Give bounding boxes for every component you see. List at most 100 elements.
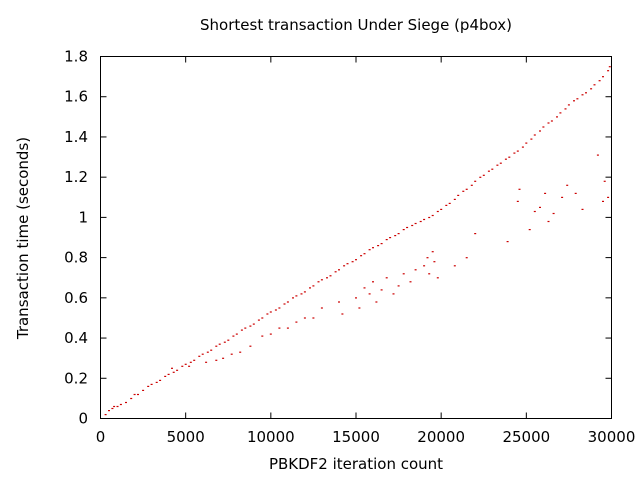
data-point — [125, 401, 127, 404]
data-point — [113, 405, 116, 408]
data-point — [360, 255, 363, 257]
axis-ticks: 0 5000 10000 15000 20000 25000 30000 0 0.2 0.4 0.6… — [64, 48, 635, 447]
data-point — [198, 355, 201, 357]
data-point — [448, 202, 451, 204]
data-point — [436, 210, 439, 213]
data-point — [566, 184, 569, 186]
data-point — [385, 239, 388, 241]
data-point — [309, 287, 311, 289]
data-point — [320, 307, 323, 309]
data-point — [269, 311, 272, 313]
data-point — [457, 194, 460, 196]
data-point — [462, 190, 465, 192]
data-point — [210, 349, 213, 351]
y-tick-label: 1.6 — [64, 88, 88, 106]
data-point — [130, 397, 133, 400]
data-point — [372, 281, 374, 283]
data-point — [397, 233, 400, 235]
data-point — [516, 150, 519, 152]
data-point — [581, 94, 584, 96]
data-point — [559, 112, 562, 114]
data-point — [402, 229, 405, 231]
data-point — [142, 389, 145, 391]
data-point — [581, 208, 584, 210]
data-point — [474, 233, 477, 235]
data-point — [372, 247, 374, 249]
data-point — [261, 335, 264, 337]
data-point — [389, 237, 392, 239]
plot-frame — [100, 56, 612, 419]
data-point — [286, 301, 289, 303]
data-point — [119, 403, 122, 406]
data-point — [193, 359, 196, 361]
data-point — [482, 174, 485, 176]
data-point — [172, 371, 175, 373]
data-point — [528, 229, 531, 231]
data-point — [326, 277, 328, 279]
data-point — [252, 323, 255, 325]
data-point — [513, 152, 516, 154]
data-point — [176, 369, 179, 371]
data-point — [164, 375, 167, 377]
data-point — [230, 353, 233, 355]
data-point — [496, 164, 499, 166]
data-point — [150, 383, 153, 385]
data-point — [414, 222, 417, 225]
data-point — [355, 259, 357, 261]
data-point — [300, 293, 303, 295]
data-point — [602, 76, 604, 78]
y-tick-label: 0.4 — [64, 329, 88, 347]
data-point — [278, 307, 281, 309]
data-point — [385, 277, 388, 279]
data-point — [550, 120, 553, 122]
data-point — [227, 339, 230, 341]
data-point — [567, 104, 570, 106]
data-point — [351, 261, 354, 263]
data-point — [521, 146, 524, 148]
data-point — [181, 365, 184, 367]
data-point — [440, 208, 443, 210]
data-point — [375, 301, 378, 303]
data-point — [431, 251, 434, 253]
y-tick-label: 1.8 — [64, 48, 88, 66]
data-point — [222, 357, 225, 359]
data-point — [368, 293, 371, 295]
data-point — [598, 80, 601, 82]
data-point — [402, 273, 405, 275]
data-point — [397, 285, 400, 287]
data-point — [240, 329, 243, 331]
data-point — [539, 130, 541, 132]
data-point — [167, 373, 170, 375]
y-tick-label: 0.2 — [64, 369, 88, 387]
data-point — [133, 393, 136, 396]
data-point — [274, 309, 277, 311]
data-point — [377, 245, 380, 247]
x-tick-label: 30000 — [588, 428, 636, 446]
data-point — [394, 235, 397, 237]
data-point — [516, 200, 519, 202]
data-point — [596, 154, 599, 156]
data-point — [292, 297, 294, 299]
data-point — [266, 313, 269, 315]
y-tick-label: 0 — [78, 410, 88, 428]
data-point — [261, 317, 264, 319]
x-tick-label: 10000 — [247, 428, 295, 446]
data-point — [343, 265, 346, 267]
y-tick-label: 0.8 — [64, 249, 88, 267]
data-point — [257, 319, 260, 321]
data-point — [426, 257, 429, 259]
data-point — [573, 100, 575, 102]
data-point — [295, 295, 298, 297]
data-point — [602, 200, 604, 202]
data-point — [406, 226, 409, 229]
data-point — [283, 303, 286, 305]
data-point — [607, 70, 610, 72]
data-point — [355, 297, 357, 299]
data-point — [358, 307, 361, 309]
data-point — [286, 327, 289, 329]
data-point — [392, 293, 395, 295]
data-point — [249, 325, 252, 327]
data-point — [363, 253, 366, 255]
data-point — [479, 176, 482, 178]
